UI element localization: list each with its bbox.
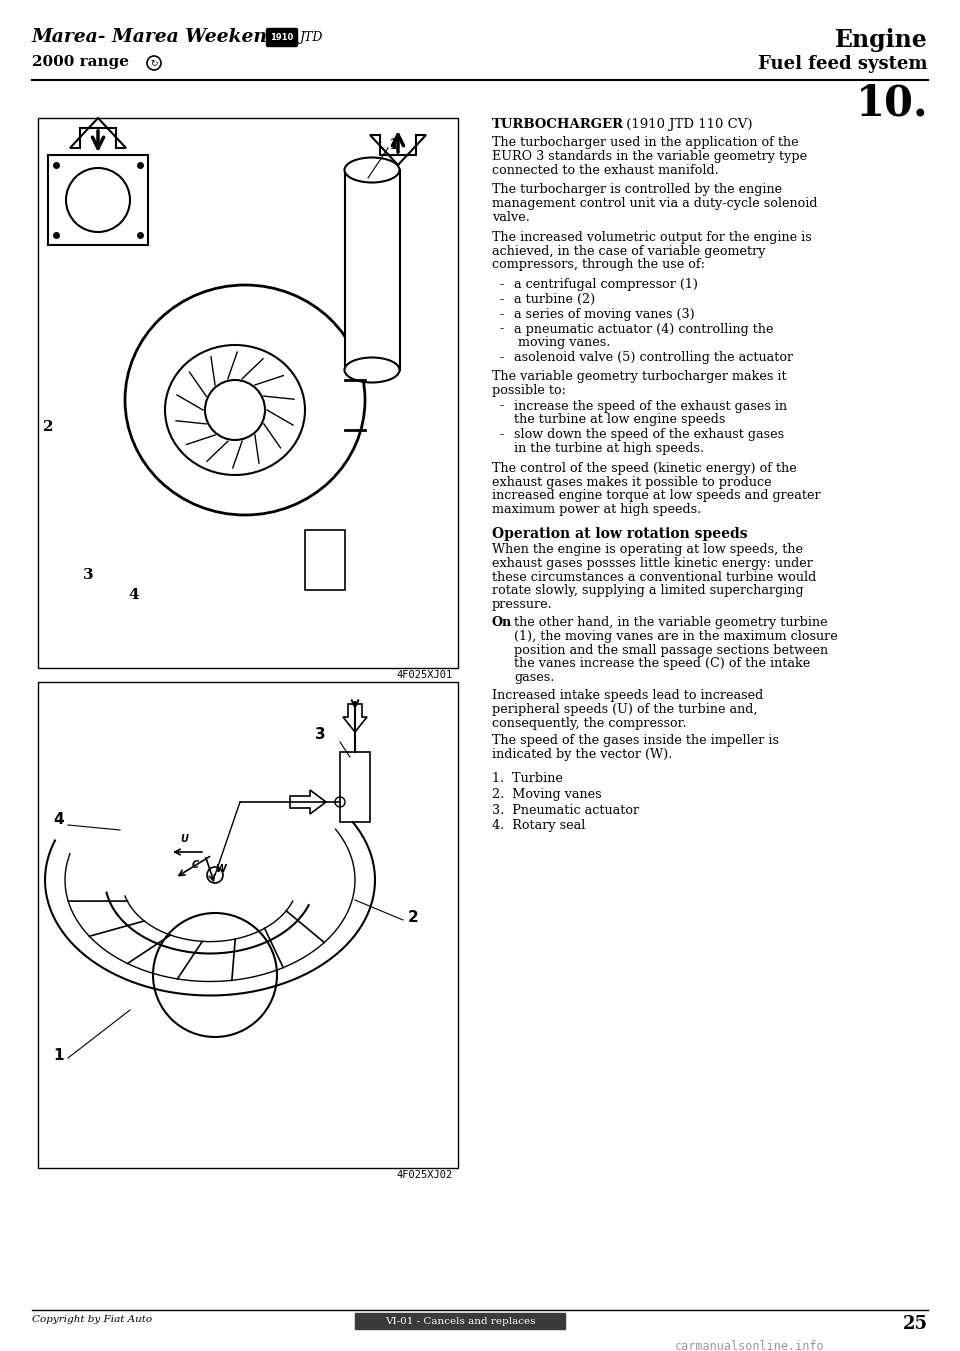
- Text: Operation at low rotation speeds: Operation at low rotation speeds: [492, 527, 748, 540]
- Text: 4: 4: [128, 588, 138, 603]
- Polygon shape: [290, 790, 326, 815]
- Text: 1.  Turbine: 1. Turbine: [492, 771, 563, 785]
- Text: in the turbine at high speeds.: in the turbine at high speeds.: [514, 442, 704, 455]
- Text: exhaust gases makes it possible to produce: exhaust gases makes it possible to produ…: [492, 476, 772, 489]
- Text: rotate slowly, supplying a limited supercharging: rotate slowly, supplying a limited super…: [492, 585, 804, 597]
- Text: Engine: Engine: [835, 28, 928, 51]
- Text: 2: 2: [408, 911, 419, 925]
- Text: The turbocharger used in the application of the: The turbocharger used in the application…: [492, 136, 799, 149]
- Text: JTD: JTD: [299, 31, 323, 45]
- Text: 4F025XJ02: 4F025XJ02: [396, 1170, 453, 1179]
- Bar: [48, 155, 148, 245]
- Text: (1), the moving vanes are in the maximum closure: (1), the moving vanes are in the maximum…: [514, 630, 838, 643]
- Bar: [38, 682, 458, 1169]
- Text: ↻: ↻: [151, 58, 157, 68]
- Text: moving vanes.: moving vanes.: [518, 336, 611, 350]
- Text: consequently, the compressor.: consequently, the compressor.: [492, 716, 686, 730]
- Text: the other hand, in the variable geometry turbine: the other hand, in the variable geometry…: [514, 616, 828, 630]
- Text: slow down the speed of the exhaust gases: slow down the speed of the exhaust gases: [514, 428, 784, 442]
- Text: -: -: [500, 351, 504, 365]
- Text: 4: 4: [53, 812, 63, 827]
- Text: 4F025XJ01: 4F025XJ01: [396, 670, 453, 680]
- Text: gases.: gases.: [514, 671, 554, 684]
- Text: pressure.: pressure.: [492, 598, 553, 611]
- Text: VI-01 - Cancels and replaces: VI-01 - Cancels and replaces: [385, 1316, 536, 1325]
- Text: connected to the exhaust manifold.: connected to the exhaust manifold.: [492, 163, 719, 177]
- Text: a turbine (2): a turbine (2): [514, 293, 595, 305]
- Text: 25: 25: [902, 1315, 928, 1333]
- Text: management control unit via a duty-cycle solenoid: management control unit via a duty-cycle…: [492, 197, 818, 211]
- Text: valve.: valve.: [492, 211, 530, 224]
- FancyBboxPatch shape: [267, 28, 298, 46]
- Text: achieved, in the case of variable geometry: achieved, in the case of variable geomet…: [492, 245, 765, 258]
- Text: Marea- Marea Weekend: Marea- Marea Weekend: [32, 28, 281, 46]
- Text: asolenoid valve (5) controlling the actuator: asolenoid valve (5) controlling the actu…: [514, 351, 793, 365]
- Text: 1: 1: [53, 1048, 63, 1063]
- Text: -: -: [500, 278, 504, 292]
- Text: 2.  Moving vanes: 2. Moving vanes: [492, 788, 602, 801]
- Text: The variable geometry turbocharger makes it: The variable geometry turbocharger makes…: [492, 370, 786, 382]
- Text: 3: 3: [83, 567, 94, 582]
- Text: carmanualsonline.info: carmanualsonline.info: [675, 1340, 825, 1351]
- Text: C: C: [192, 861, 199, 870]
- Polygon shape: [370, 135, 426, 165]
- Text: When the engine is operating at low speeds, the: When the engine is operating at low spee…: [492, 543, 803, 557]
- Text: Fuel feed system: Fuel feed system: [758, 55, 928, 73]
- Text: -: -: [500, 293, 504, 305]
- Text: indicated by the vector (W).: indicated by the vector (W).: [492, 748, 672, 761]
- Text: Increased intake speeds lead to increased: Increased intake speeds lead to increase…: [492, 689, 763, 703]
- Text: maximum power at high speeds.: maximum power at high speeds.: [492, 503, 701, 516]
- Text: 2000 range: 2000 range: [32, 55, 129, 69]
- Ellipse shape: [345, 358, 399, 382]
- Bar: [345, 170, 400, 370]
- Text: -: -: [500, 308, 504, 320]
- Text: The speed of the gases inside the impeller is: The speed of the gases inside the impell…: [492, 735, 779, 747]
- Text: (1910 JTD 110 CV): (1910 JTD 110 CV): [622, 118, 753, 131]
- Text: 3.  Pneumatic actuator: 3. Pneumatic actuator: [492, 804, 639, 816]
- Text: the vanes increase the speed (C) of the intake: the vanes increase the speed (C) of the …: [514, 658, 810, 670]
- Text: EURO 3 standards in the variable geometry type: EURO 3 standards in the variable geometr…: [492, 150, 807, 163]
- Text: 1: 1: [388, 138, 398, 153]
- Text: a pneumatic actuator (4) controlling the: a pneumatic actuator (4) controlling the: [514, 323, 774, 335]
- Text: On: On: [492, 616, 513, 630]
- Bar: [305, 530, 345, 590]
- Text: W: W: [216, 865, 227, 874]
- Text: these circumstances a conventional turbine would: these circumstances a conventional turbi…: [492, 570, 816, 584]
- Text: The increased volumetric output for the engine is: The increased volumetric output for the …: [492, 231, 812, 243]
- Bar: [38, 118, 458, 667]
- Text: 10.: 10.: [855, 82, 928, 124]
- Text: The control of the speed (kinetic energy) of the: The control of the speed (kinetic energy…: [492, 462, 797, 474]
- Text: a centrifugal compressor (1): a centrifugal compressor (1): [514, 278, 698, 292]
- Text: The turbocharger is controlled by the engine: The turbocharger is controlled by the en…: [492, 184, 782, 196]
- Text: -: -: [500, 428, 504, 442]
- Text: compressors, through the use of:: compressors, through the use of:: [492, 258, 705, 272]
- Text: increased engine torque at low speeds and greater: increased engine torque at low speeds an…: [492, 489, 821, 503]
- Text: a series of moving vanes (3): a series of moving vanes (3): [514, 308, 695, 320]
- Text: 4.  Rotary seal: 4. Rotary seal: [492, 820, 586, 832]
- Polygon shape: [70, 118, 126, 149]
- Text: exhaust gases possses little kinetic energy: under: exhaust gases possses little kinetic ene…: [492, 557, 813, 570]
- Text: U: U: [180, 834, 188, 844]
- Text: -: -: [500, 400, 504, 412]
- Text: position and the small passage sections between: position and the small passage sections …: [514, 643, 828, 657]
- Bar: [340, 753, 370, 821]
- Bar: [355, 1313, 565, 1329]
- Text: 2: 2: [43, 420, 54, 434]
- Text: possible to:: possible to:: [492, 384, 566, 397]
- Text: -: -: [500, 323, 504, 335]
- Text: increase the speed of the exhaust gases in: increase the speed of the exhaust gases …: [514, 400, 787, 412]
- Text: 3: 3: [315, 727, 325, 742]
- Text: TURBOCHARGER: TURBOCHARGER: [492, 118, 624, 131]
- Text: the turbine at low engine speeds: the turbine at low engine speeds: [514, 413, 726, 427]
- Ellipse shape: [345, 158, 399, 182]
- Polygon shape: [343, 704, 367, 732]
- Text: 1910: 1910: [271, 32, 294, 42]
- Text: Copyright by Fiat Auto: Copyright by Fiat Auto: [32, 1315, 152, 1324]
- Text: peripheral speeds (U) of the turbine and,: peripheral speeds (U) of the turbine and…: [492, 703, 757, 716]
